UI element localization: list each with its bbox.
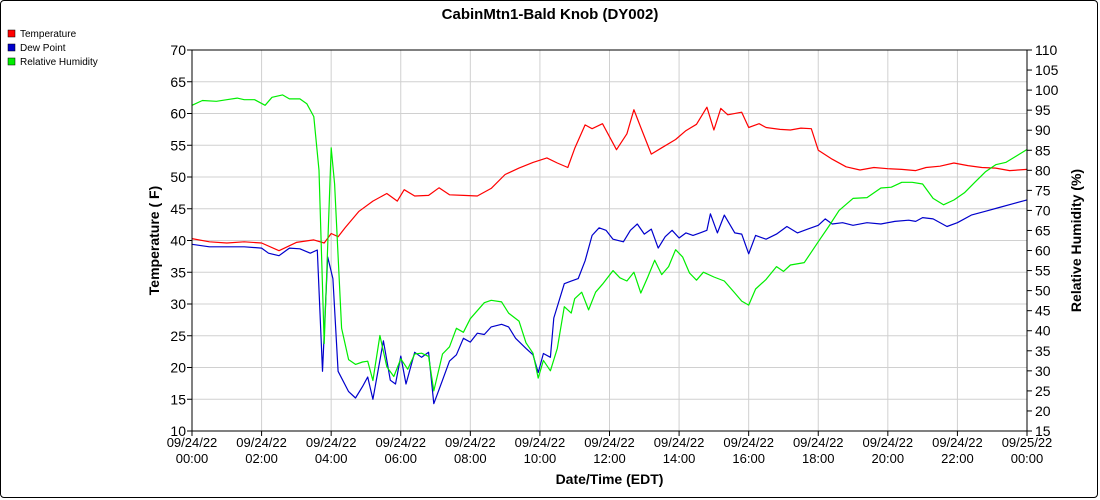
x-tick-date-label: 09/24/22 [932,435,983,450]
y2-tick-label: 100 [1035,82,1059,98]
y2-tick-label: 25 [1035,383,1051,399]
y2-axis-ticks: 15 20 25 30 35 40 45 50 55 60 65 70 75 80 85 90 95 100 105… [1027,42,1059,439]
x-tick-date-label: 09/24/22 [863,435,914,450]
y-tick-label: 50 [170,169,186,185]
y-tick-label: 45 [170,201,186,217]
y2-tick-label: 65 [1035,222,1051,238]
x-tick-date-label: 09/24/22 [167,435,218,450]
x-tick-date-label: 09/24/22 [793,435,844,450]
x-tick-time-label: 10:00 [524,451,557,466]
x-tick-date-label: 09/24/22 [445,435,496,450]
y-tick-label: 20 [170,360,186,376]
x-tick-time-label: 12:00 [593,451,626,466]
chart-title: CabinMtn1-Bald Knob (DY002) [442,6,659,23]
x-tick-time-label: 22:00 [941,451,974,466]
y-tick-label: 70 [170,42,186,58]
y-tick-label: 60 [170,106,186,122]
legend-swatch [7,29,16,38]
x-axis-ticks: 09/24/2200:0009/24/2202:0009/24/2204:000… [167,431,1053,466]
x-tick-date-label: 09/24/22 [375,435,426,450]
x-tick-time-label: 18:00 [802,451,835,466]
y2-tick-label: 95 [1035,102,1051,118]
series-layer [191,94,1028,405]
x-tick-time-label: 00:00 [176,451,209,466]
y-tick-label: 10 [170,423,186,439]
x-tick-time-label: 16:00 [732,451,765,466]
y2-tick-label: 85 [1035,142,1051,158]
x-tick-time-label: 02:00 [245,451,278,466]
x-tick-date-label: 09/24/22 [515,435,566,450]
x-tick-time-label: 06:00 [384,451,417,466]
plot-area [191,49,1028,432]
legend-swatch [7,57,16,66]
y2-tick-label: 50 [1035,283,1051,299]
series-line-temperature [191,106,1028,252]
y-tick-label: 25 [170,328,186,344]
y2-tick-label: 70 [1035,202,1051,218]
x-tick-date-label: 09/24/22 [654,435,705,450]
y-tick-label: 55 [170,137,186,153]
legend-label: Temperature [20,29,77,40]
y-tick-label: 40 [170,233,186,249]
y2-tick-label: 30 [1035,363,1051,379]
x-tick-date-label: 09/24/22 [236,435,287,450]
x-tick-date-label: 09/24/22 [584,435,635,450]
y-axis-label: Temperature ( F) [146,186,162,295]
y-tick-label: 30 [170,296,186,312]
y-tick-label: 15 [170,391,186,407]
legend-swatch [7,43,16,52]
legend: Temperature Dew Point Relative Humidity [7,29,98,68]
x-axis-label: Date/Time (EDT) [556,471,664,487]
y2-axis-label: Relative Humidity (%) [1068,169,1084,312]
y2-tick-label: 90 [1035,122,1051,138]
x-tick-time-label: 14:00 [663,451,696,466]
series-line-relative-humidity [191,94,1028,392]
y2-tick-label: 110 [1035,42,1058,58]
x-tick-time-label: 04:00 [315,451,348,466]
y2-tick-label: 105 [1035,62,1059,78]
y2-tick-label: 55 [1035,263,1051,279]
y-tick-label: 35 [170,264,186,280]
y2-tick-label: 45 [1035,303,1051,319]
x-tick-date-label: 09/24/22 [306,435,357,450]
y2-tick-label: 20 [1035,403,1051,419]
y-tick-label: 65 [170,74,186,90]
y2-tick-label: 75 [1035,182,1051,198]
y-axis-ticks: 10 15 20 25 30 35 40 45 50 55 60 65 70 [170,42,192,439]
legend-label: Relative Humidity [20,57,98,68]
y2-tick-label: 80 [1035,162,1051,178]
legend-label: Dew Point [20,43,66,54]
y2-tick-label: 15 [1035,423,1051,439]
x-tick-time-label: 08:00 [454,451,487,466]
x-tick-time-label: 20:00 [872,451,905,466]
x-tick-date-label: 09/25/22 [1002,435,1053,450]
x-tick-date-label: 09/24/22 [723,435,774,450]
x-tick-time-label: 00:00 [1011,451,1044,466]
y2-tick-label: 60 [1035,243,1051,259]
y2-tick-label: 35 [1035,343,1051,359]
y2-tick-label: 40 [1035,323,1051,339]
